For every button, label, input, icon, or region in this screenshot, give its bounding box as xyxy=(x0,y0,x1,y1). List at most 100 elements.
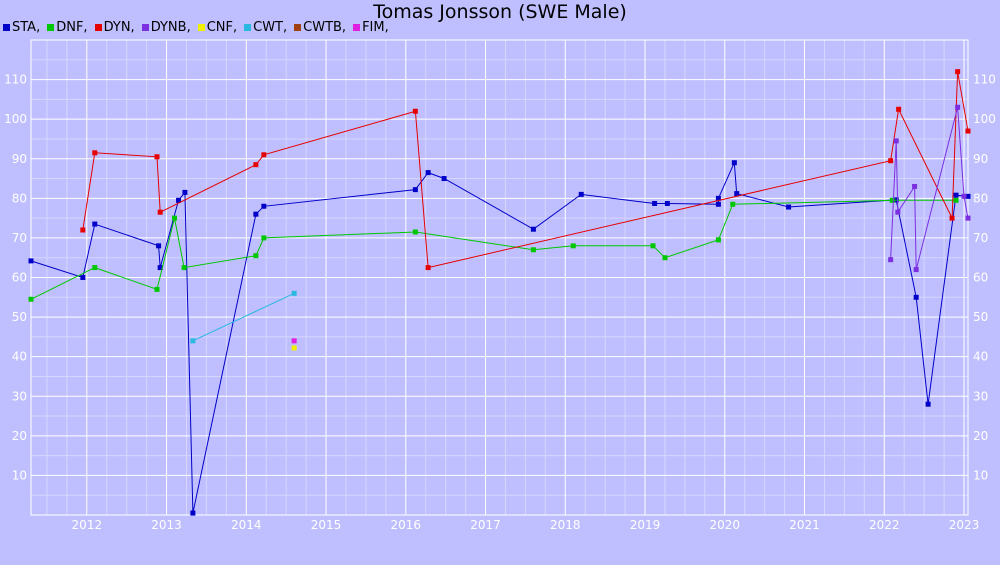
data-point-0 xyxy=(182,189,188,195)
data-point-7 xyxy=(291,338,297,344)
data-point-0 xyxy=(715,195,721,201)
data-point-0 xyxy=(92,221,98,227)
legend-item: CWT, xyxy=(244,20,287,35)
data-point-2 xyxy=(157,209,163,215)
data-point-0 xyxy=(253,211,259,217)
legend-item: FIM, xyxy=(353,20,389,35)
data-point-2 xyxy=(412,108,418,114)
data-point-5 xyxy=(291,290,297,296)
y-tick-label-left: 10 xyxy=(12,468,27,482)
data-point-3 xyxy=(913,267,919,273)
data-point-2 xyxy=(896,106,902,112)
data-point-1 xyxy=(650,243,656,249)
data-point-0 xyxy=(664,200,670,206)
legend: STA, DNF, DYN, DYNB, CNF, CWT, CWTB, FIM, xyxy=(3,20,389,35)
data-point-0 xyxy=(652,200,658,206)
data-point-5 xyxy=(190,338,196,344)
data-point-3 xyxy=(888,257,894,263)
x-tick-label: 2014 xyxy=(231,518,262,532)
data-point-0 xyxy=(157,265,163,271)
data-point-2 xyxy=(261,152,267,158)
data-point-2 xyxy=(253,162,259,168)
legend-item: CNF, xyxy=(197,20,237,35)
data-point-3 xyxy=(961,193,967,199)
data-point-0 xyxy=(530,226,536,232)
data-point-2 xyxy=(92,150,98,156)
data-point-2 xyxy=(425,265,431,271)
data-point-0 xyxy=(786,204,792,210)
x-tick-label: 2018 xyxy=(550,518,581,532)
data-point-1 xyxy=(715,237,721,243)
x-tick-label: 2019 xyxy=(630,518,661,532)
data-point-1 xyxy=(889,197,895,203)
legend-label: FIM, xyxy=(362,20,389,35)
data-point-1 xyxy=(412,229,418,235)
legend-swatch xyxy=(3,24,10,31)
data-point-3 xyxy=(965,215,971,221)
plot-frame xyxy=(30,39,969,516)
legend-label: DNF, xyxy=(56,20,88,35)
data-point-0 xyxy=(734,191,740,197)
data-point-0 xyxy=(176,197,182,203)
y-tick-label-left: 60 xyxy=(12,271,27,285)
y-tick-label-right: 100 xyxy=(973,112,996,126)
y-tick-label-left: 20 xyxy=(12,429,27,443)
series-line-1 xyxy=(30,199,956,300)
data-point-1 xyxy=(662,255,668,261)
data-point-3 xyxy=(912,183,918,189)
legend-item: CWTB, xyxy=(294,20,346,35)
data-point-0 xyxy=(953,192,959,198)
legend-label: CWT, xyxy=(253,20,288,35)
data-point-1 xyxy=(953,197,959,203)
data-point-1 xyxy=(261,235,267,241)
data-point-2 xyxy=(80,227,86,233)
data-point-3 xyxy=(895,209,901,215)
data-point-0 xyxy=(578,191,584,197)
x-tick-label: 2016 xyxy=(391,518,422,532)
data-point-0 xyxy=(425,170,431,176)
data-point-0 xyxy=(28,258,34,264)
y-tick-label-left: 30 xyxy=(12,389,27,403)
y-tick-label-left: 110 xyxy=(4,73,27,87)
data-point-1 xyxy=(570,243,576,249)
data-point-4 xyxy=(291,345,297,351)
data-point-0 xyxy=(190,510,196,516)
data-point-3 xyxy=(893,138,899,144)
chart-title: Tomas Jonsson (SWE Male) xyxy=(373,1,627,23)
series-line-0 xyxy=(30,162,969,514)
legend-swatch xyxy=(244,24,252,31)
y-tick-label-left: 90 xyxy=(12,152,27,166)
y-tick-label-left: 40 xyxy=(12,350,27,364)
legend-swatch xyxy=(353,24,361,31)
data-point-0 xyxy=(261,203,267,209)
data-point-2 xyxy=(949,215,955,221)
data-point-1 xyxy=(253,253,259,259)
legend-label: CWTB, xyxy=(303,20,347,35)
x-tick-label: 2013 xyxy=(151,518,182,532)
data-point-1 xyxy=(92,265,98,271)
data-point-0 xyxy=(731,160,737,166)
x-tick-label: 2021 xyxy=(789,518,820,532)
legend-item: STA, xyxy=(3,20,40,35)
y-tick-label-left: 80 xyxy=(12,191,27,205)
data-point-2 xyxy=(888,158,894,164)
x-tick-label: 2012 xyxy=(72,518,103,532)
legend-item: DYNB, xyxy=(141,20,191,35)
data-point-0 xyxy=(715,201,721,207)
x-tick-label: 2022 xyxy=(869,518,900,532)
y-tick-label-right: 40 xyxy=(973,350,988,364)
y-tick-label-left: 70 xyxy=(12,231,27,245)
y-tick-label-left: 50 xyxy=(12,310,27,324)
data-point-1 xyxy=(28,296,34,302)
legend-label: DYN, xyxy=(103,20,135,35)
data-point-1 xyxy=(730,201,736,207)
legend-swatch xyxy=(294,24,302,31)
data-point-0 xyxy=(913,294,919,300)
y-tick-label-left: 100 xyxy=(4,112,27,126)
data-point-1 xyxy=(530,247,536,253)
data-point-0 xyxy=(441,176,447,182)
data-point-0 xyxy=(412,187,418,193)
legend-swatch xyxy=(141,24,149,31)
data-point-2 xyxy=(965,128,971,134)
